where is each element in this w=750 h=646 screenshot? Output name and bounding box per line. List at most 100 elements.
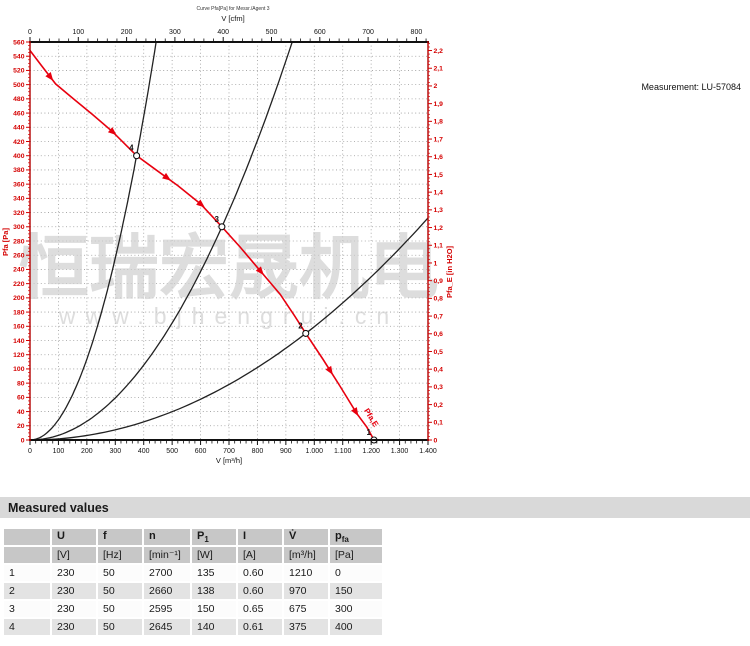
fan-curve-chart: 恒瑞宏晟机电 www.bjhengrui.cn Pfa,E 1 2 3 4 0 100 200 30… [0,0,460,480]
cell: 230 [52,565,96,582]
svg-text:120: 120 [13,352,25,359]
system-curves [29,41,429,441]
svg-text:1,9: 1,9 [434,101,444,108]
svg-text:100: 100 [13,366,25,373]
cell: 230 [52,583,96,600]
cell: 50 [98,583,142,600]
svg-text:500: 500 [166,448,178,455]
col-header-voltage: U [52,529,96,546]
svg-text:400: 400 [217,29,229,36]
cell: 138 [192,583,236,600]
cell: 400 [330,619,382,636]
svg-text:0,7: 0,7 [434,313,444,320]
cell: 135 [192,565,236,582]
svg-text:300: 300 [169,29,181,36]
svg-text:1: 1 [434,260,438,267]
svg-text:40: 40 [17,409,25,416]
fan-curve-label: Pfa,E [362,407,381,429]
svg-text:1,6: 1,6 [434,154,444,161]
svg-text:480: 480 [13,96,25,103]
table-row: 1 230 50 2700 135 0.60 1210 0 [4,565,382,582]
unit-cell: [A] [238,547,282,564]
unit-cell: [V] [52,547,96,564]
svg-text:380: 380 [13,167,25,174]
svg-text:220: 220 [13,281,25,288]
svg-text:500: 500 [266,29,278,36]
curve-arrow-marker [351,407,359,417]
svg-text:1.100: 1.100 [334,448,352,455]
cell: 1210 [284,565,328,582]
svg-text:1,5: 1,5 [434,172,444,179]
top-axis-title: V [cfm] [221,14,244,23]
left-axis-title: Pfa [Pa] [1,228,10,256]
measurement-point [218,223,226,231]
right-axis: 0 0,1 0,2 0,3 0,4 0,5 0,6 0,7 0,8 0,9 1 1,1 1,2 1,3 1,… [427,41,454,444]
cell: 0.60 [238,565,282,582]
measurement-points: 1 2 3 4 [129,144,378,444]
unit-cell: [W] [192,547,236,564]
svg-text:0,5: 0,5 [434,349,444,356]
cell: 150 [330,583,382,600]
cell: 230 [52,601,96,618]
cell: 140 [192,619,236,636]
cell: 0.60 [238,583,282,600]
svg-text:140: 140 [13,338,25,345]
svg-text:200: 200 [81,448,93,455]
cell: 0.61 [238,619,282,636]
svg-text:0: 0 [434,437,438,444]
svg-text:0: 0 [28,448,32,455]
cell: 1 [4,565,50,582]
curve-arrow-marker [325,365,333,375]
svg-text:1.300: 1.300 [391,448,409,455]
measurement-label: Measurement: LU-57084 [641,82,741,92]
cell: 0.65 [238,601,282,618]
table-row: 4 230 50 2645 140 0.61 375 400 [4,619,382,636]
svg-text:1,2: 1,2 [434,225,444,232]
svg-text:0,8: 0,8 [434,296,444,303]
svg-text:0,2: 0,2 [434,402,444,409]
col-header-power: P1 [192,529,236,546]
svg-text:700: 700 [362,29,374,36]
cell: 230 [52,619,96,636]
svg-text:0,4: 0,4 [434,366,444,373]
cell: 150 [192,601,236,618]
cell: 970 [284,583,328,600]
svg-text:600: 600 [314,29,326,36]
measurement-point-label: 1 [367,428,372,437]
table-row: 2 230 50 2660 138 0.60 970 150 [4,583,382,600]
unit-cell: [min⁻¹] [144,547,190,564]
curve-arrow-marker [255,266,264,276]
grid [30,42,428,440]
svg-text:180: 180 [13,309,25,316]
right-axis-title: Pfa_E [in H2O] [445,245,454,298]
measurement-point-label: 3 [214,215,219,224]
cell: 375 [284,619,328,636]
svg-text:200: 200 [121,29,133,36]
svg-text:300: 300 [109,448,121,455]
svg-text:20: 20 [17,423,25,430]
svg-text:www.bjhengrui.cn: www.bjhengrui.cn [58,303,399,329]
cell: 0 [330,565,382,582]
svg-text:2,1: 2,1 [434,66,444,73]
cell: 300 [330,601,382,618]
cell: 50 [98,565,142,582]
table-units-row: [V] [Hz] [min⁻¹] [W] [A] [m³/h] [Pa] [4,547,382,564]
unit-cell [4,547,50,564]
measured-values-section-header: Measured values [0,497,750,518]
cell: 3 [4,601,50,618]
section-title: Measured values [8,501,109,515]
col-header-airflow: V̇ [284,529,328,546]
svg-text:1,4: 1,4 [434,189,444,196]
cell: 50 [98,619,142,636]
svg-text:340: 340 [13,196,25,203]
svg-text:360: 360 [13,181,25,188]
svg-text:0,9: 0,9 [434,278,444,285]
cell: 50 [98,601,142,618]
svg-text:500: 500 [13,82,25,89]
measurement-point [133,152,141,160]
table-row: 3 230 50 2595 150 0.65 675 300 [4,601,382,618]
svg-text:1,3: 1,3 [434,207,444,214]
